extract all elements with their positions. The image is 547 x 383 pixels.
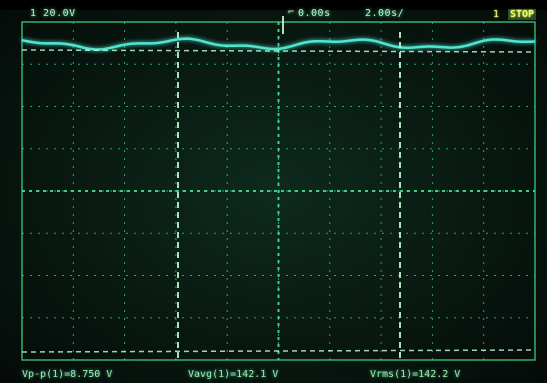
measurement-vpp: Vp-p(1)=8.750 V (22, 369, 113, 380)
measurement-vrms: Vrms(1)=142.2 V (370, 369, 461, 380)
run-state-badge[interactable]: STOP (508, 9, 537, 20)
trace-layer (21, 37, 536, 51)
trigger-position-icon: ⌐ (288, 7, 295, 18)
time-per-div: 2.00s/ (365, 8, 405, 19)
measurement-vavg: Vavg(1)=142.1 V (188, 369, 279, 380)
cursor-layer (21, 16, 536, 360)
grid-layer (21, 21, 536, 361)
cursor-horizontal-bottom (21, 349, 536, 353)
cursor-horizontal-top (21, 49, 536, 53)
channel-indicator: 1 (493, 9, 500, 20)
top-bezel (0, 0, 547, 10)
time-offset: 0.00s (298, 8, 331, 19)
signal-trace (21, 37, 536, 51)
channel-scale: 1 20.0V (30, 8, 76, 19)
